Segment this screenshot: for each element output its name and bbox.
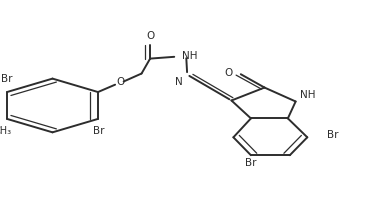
Text: N: N [175, 76, 182, 87]
Text: Br: Br [245, 158, 257, 168]
Text: Br: Br [93, 127, 105, 137]
Text: O: O [225, 68, 233, 78]
Text: O: O [146, 31, 154, 41]
Text: O: O [116, 77, 124, 87]
Text: NH: NH [182, 51, 198, 61]
Text: Br: Br [0, 74, 12, 84]
Text: NH: NH [300, 90, 315, 100]
Text: CH₃: CH₃ [0, 126, 11, 136]
Text: Br: Br [327, 130, 338, 140]
